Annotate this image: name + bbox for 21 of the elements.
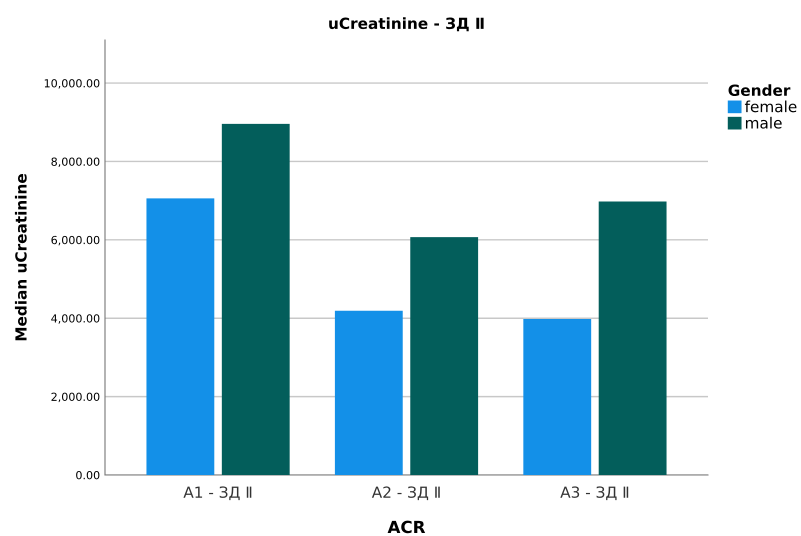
- legend-label: male: [746, 116, 782, 129]
- legend-label: female: [744, 100, 796, 112]
- legend-title: Gender: [728, 84, 790, 96]
- y-tick-label: 4,000.00: [51, 314, 100, 324]
- bar: [222, 124, 290, 475]
- bar: [146, 198, 214, 475]
- y-tick-label: 6,000.00: [51, 236, 100, 246]
- bar: [334, 310, 403, 475]
- y-tick-label: 8,000.00: [51, 157, 100, 167]
- y-tick-label: 2,000.00: [51, 392, 100, 402]
- x-tick-label: A2 - ЗД Ⅱ: [372, 486, 440, 500]
- x-tick-label: A3 - ЗД Ⅱ: [560, 486, 628, 500]
- y-tick-label: 0.00: [76, 470, 100, 480]
- bar: [523, 319, 592, 475]
- x-axis-title: ACR: [388, 520, 426, 534]
- bar: [410, 237, 478, 475]
- x-tick-label: A1 - ЗД Ⅱ: [183, 486, 252, 500]
- y-tick-label: 10,000.00: [44, 79, 100, 89]
- bar: [598, 201, 667, 475]
- y-axis-title: Median uCreatinine: [14, 174, 27, 340]
- chart-title: uCreatinine - ЗД Ⅱ: [329, 17, 484, 32]
